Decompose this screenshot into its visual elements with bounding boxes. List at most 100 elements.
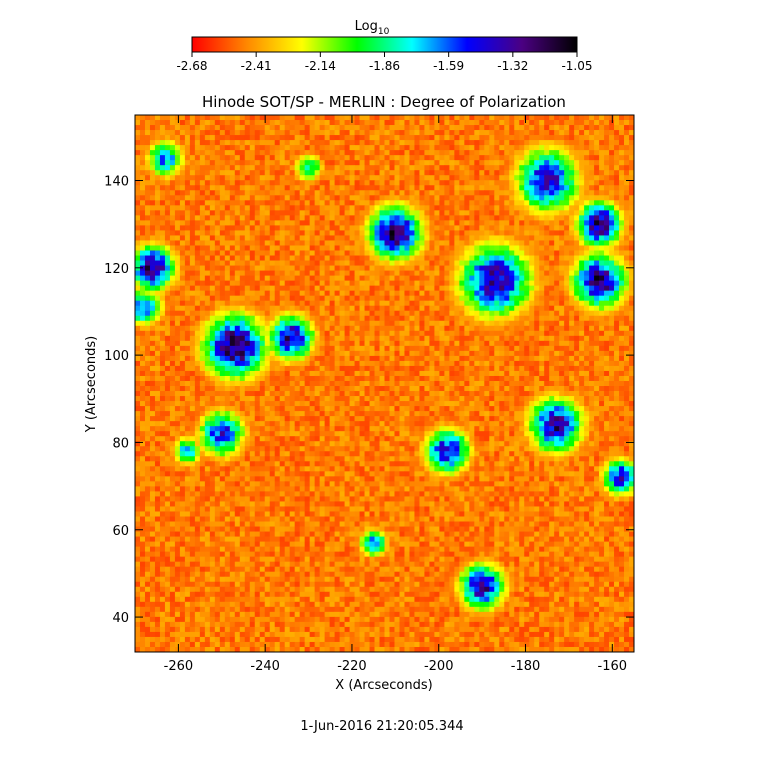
heatmap-cell [339, 195, 345, 201]
heatmap-cell [229, 310, 236, 317]
heatmap-cell [304, 180, 311, 186]
heatmap-cell [135, 355, 141, 362]
heatmap-cell [254, 330, 261, 337]
heatmap-cell [209, 155, 216, 161]
heatmap-cell [544, 310, 550, 317]
heatmap-cell [194, 235, 201, 241]
heatmap-cell [589, 155, 595, 161]
heatmap-cell [584, 270, 590, 276]
heatmap-cell [384, 240, 390, 246]
heatmap-cell [209, 145, 216, 151]
heatmap-cell [529, 355, 535, 362]
heatmap-cell [154, 185, 161, 191]
heatmap-cell [339, 330, 345, 337]
heatmap-cell [244, 300, 251, 307]
heatmap-cell [149, 210, 156, 216]
heatmap-cell [559, 120, 565, 126]
heatmap-cell [204, 120, 211, 126]
heatmap-cell [369, 225, 375, 231]
heatmap-cell [329, 155, 335, 161]
heatmap-cell [394, 215, 400, 221]
heatmap-cell [164, 210, 171, 216]
heatmap-cell [314, 275, 321, 282]
heatmap-cell [539, 265, 545, 271]
heatmap-cell [574, 210, 580, 216]
heatmap-cell [334, 160, 340, 166]
heatmap-cell [214, 115, 221, 121]
heatmap-cell [494, 310, 500, 317]
heatmap-cell [569, 200, 575, 206]
heatmap-cell [259, 325, 266, 332]
heatmap-cell [539, 270, 545, 276]
heatmap-cell [324, 250, 331, 256]
heatmap-cell [399, 115, 405, 121]
heatmap-cell [334, 260, 340, 266]
heatmap-cell [344, 315, 350, 322]
heatmap-cell [409, 335, 415, 342]
heatmap-cell [369, 185, 375, 191]
heatmap-cell [604, 170, 610, 176]
heatmap-cell [359, 280, 365, 287]
heatmap-cell [224, 245, 231, 251]
heatmap-cell [329, 305, 335, 312]
heatmap-cell [494, 215, 500, 221]
heatmap-cell [284, 225, 291, 231]
heatmap-cell [309, 240, 316, 246]
heatmap-cell [469, 295, 475, 302]
heatmap-cell [394, 185, 400, 191]
heatmap-cell [259, 245, 266, 251]
heatmap-cell [239, 150, 246, 156]
heatmap-cell [234, 215, 241, 221]
heatmap-cell [439, 325, 445, 332]
heatmap-cell [404, 240, 410, 246]
heatmap-cell [159, 145, 166, 151]
heatmap-cell [234, 355, 241, 362]
heatmap-cell [254, 180, 261, 186]
heatmap-cell [474, 210, 480, 216]
heatmap-cell [199, 340, 206, 347]
heatmap-cell [619, 310, 625, 317]
heatmap-cell [389, 230, 395, 236]
heatmap-cell [509, 140, 515, 146]
heatmap-cell [314, 235, 321, 241]
heatmap-cell [354, 360, 360, 367]
heatmap-cell [149, 200, 156, 206]
heatmap-cell [524, 225, 530, 231]
heatmap-cell [519, 315, 525, 322]
heatmap-cell [139, 195, 146, 201]
heatmap-cell [319, 145, 326, 151]
heatmap-cell [135, 300, 141, 307]
heatmap-cell [504, 205, 510, 211]
heatmap-cell [629, 260, 635, 266]
heatmap-cell [579, 205, 585, 211]
heatmap-cell [164, 140, 171, 146]
heatmap-cell [609, 255, 615, 261]
heatmap-cell [349, 245, 355, 251]
heatmap-cell [604, 330, 610, 337]
heatmap-cell [624, 240, 630, 246]
heatmap-cell [284, 190, 291, 196]
heatmap-cell [609, 250, 615, 256]
heatmap-cell [414, 220, 420, 226]
heatmap-cell [289, 345, 296, 352]
heatmap-cell [379, 230, 385, 236]
heatmap-cell [554, 170, 560, 176]
heatmap-cell [499, 360, 505, 367]
heatmap-cell [494, 300, 500, 307]
heatmap-cell [534, 305, 540, 312]
heatmap-cell [309, 220, 316, 226]
heatmap-cell [144, 295, 151, 302]
heatmap-cell [279, 115, 286, 121]
heatmap-cell [349, 250, 355, 256]
heatmap-cell [154, 120, 161, 126]
heatmap-cell [464, 225, 470, 231]
heatmap-cell [144, 330, 151, 337]
heatmap-cell [624, 280, 630, 287]
heatmap-cell [339, 270, 345, 276]
heatmap-cell [409, 200, 415, 206]
heatmap-cell [464, 290, 470, 297]
heatmap-cell [589, 245, 595, 251]
heatmap-cell [169, 135, 176, 141]
heatmap-cell [189, 280, 196, 287]
